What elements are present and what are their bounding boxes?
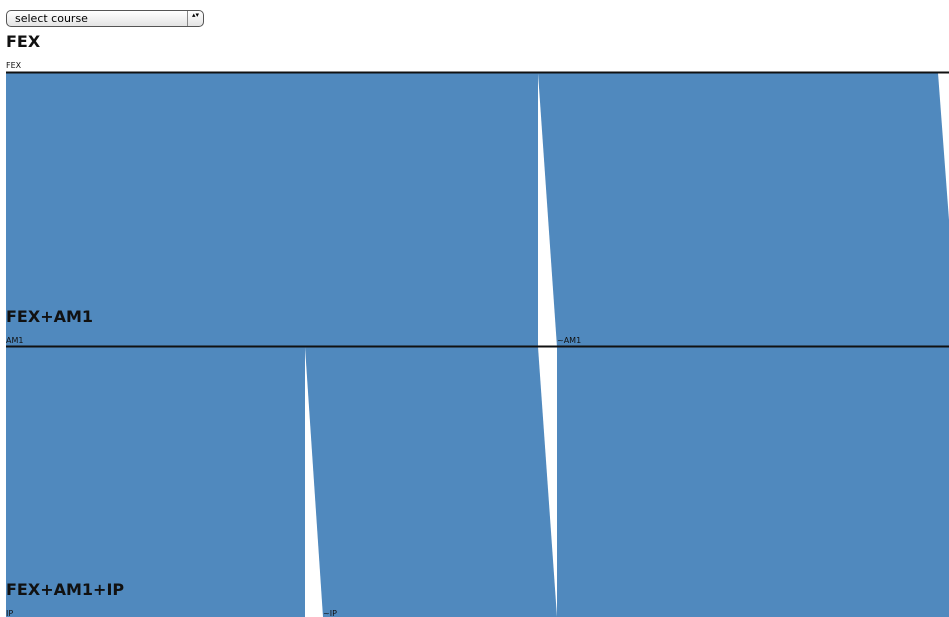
course-select[interactable]: select course ▴▾ <box>6 10 204 27</box>
node-label-not-ip: ~IP <box>323 609 337 617</box>
flow-fex-to-am1 <box>6 73 538 347</box>
flow-am1-to-not-ip <box>305 347 557 617</box>
course-select-label: select course <box>15 12 88 25</box>
dropdown-arrows-icon: ▴▾ <box>187 11 203 26</box>
stage-title-fex-am1: FEX+AM1 <box>6 307 94 326</box>
stage-title-fex: FEX <box>6 32 41 51</box>
flow-layer <box>6 73 949 617</box>
flow-fex-to-not-am1 <box>538 73 949 347</box>
node-label-not-am1: ~AM1 <box>557 336 582 345</box>
node-label-fex: FEX <box>6 61 22 70</box>
flow-am1-to-ip <box>6 347 305 617</box>
node-label-ip: IP <box>6 609 14 617</box>
node-label-am1: AM1 <box>6 336 24 345</box>
stage-title-fex-am1-ip: FEX+AM1+IP <box>6 580 125 599</box>
flow-not-am1-to-ip <box>557 347 949 617</box>
